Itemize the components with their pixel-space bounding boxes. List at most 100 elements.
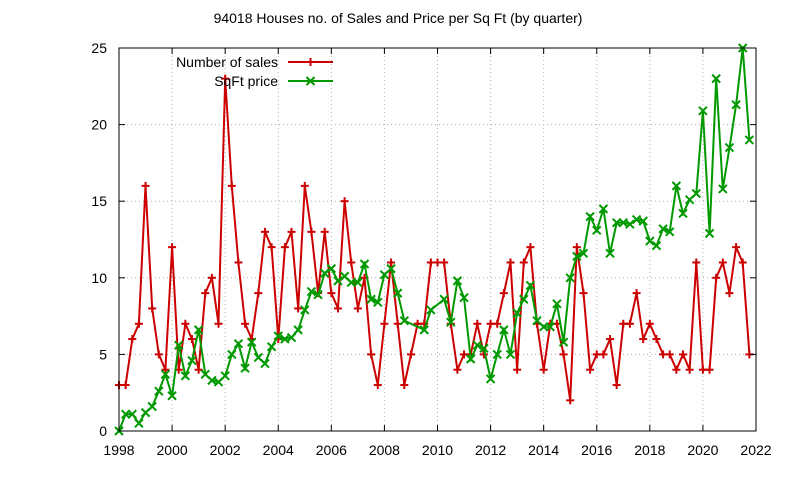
data-point	[559, 350, 568, 359]
data-point	[479, 343, 489, 353]
data-point	[732, 243, 741, 252]
data-point	[187, 335, 196, 344]
data-point	[247, 337, 257, 347]
data-point	[658, 224, 668, 234]
data-point	[300, 181, 309, 190]
plot-frame	[118, 47, 757, 432]
data-point	[373, 297, 383, 308]
data-point	[220, 371, 230, 381]
data-point	[525, 280, 536, 291]
data-point	[426, 305, 436, 315]
x-tick-label: 2016	[581, 442, 612, 458]
data-point	[128, 335, 137, 344]
data-point	[625, 319, 634, 328]
data-point	[181, 319, 190, 328]
data-point	[665, 350, 674, 359]
data-point	[586, 365, 595, 374]
y-tick-label: 10	[91, 270, 107, 286]
data-point	[631, 214, 642, 225]
data-point	[526, 243, 535, 252]
data-point	[227, 349, 237, 360]
data-point	[387, 258, 396, 267]
data-point	[180, 371, 191, 381]
data-point	[499, 289, 508, 298]
data-point	[260, 358, 270, 369]
data-point	[201, 289, 210, 298]
data-point	[672, 365, 681, 374]
data-point	[306, 286, 317, 297]
data-point	[134, 418, 144, 429]
data-point	[638, 216, 648, 226]
data-point	[671, 181, 682, 191]
data-point	[718, 258, 727, 267]
data-point	[300, 305, 310, 315]
data-point	[293, 325, 303, 335]
data-point	[386, 263, 396, 274]
data-point	[566, 396, 575, 405]
data-point	[731, 99, 741, 110]
data-point	[692, 258, 701, 267]
data-point	[147, 401, 157, 412]
data-point	[698, 106, 708, 116]
data-point	[552, 299, 562, 309]
series-line	[118, 47, 751, 432]
data-point	[167, 391, 177, 401]
data-point	[313, 289, 323, 300]
x-tick-label: 1998	[103, 442, 134, 458]
data-point	[678, 208, 688, 219]
data-point	[446, 317, 456, 327]
data-point	[399, 315, 410, 326]
x-tick-label: 2000	[157, 442, 188, 458]
data-point	[632, 289, 641, 298]
data-point	[598, 204, 609, 214]
data-point	[260, 227, 269, 236]
data-point	[254, 289, 263, 298]
y-tick-label: 0	[99, 423, 107, 439]
data-point	[287, 227, 296, 236]
data-point	[359, 259, 370, 269]
data-point	[618, 217, 628, 228]
data-point	[214, 319, 223, 328]
data-point	[711, 73, 721, 84]
series-line	[119, 78, 751, 401]
data-point	[174, 340, 184, 350]
data-point	[459, 293, 469, 303]
data-point	[193, 325, 204, 335]
data-point	[744, 135, 755, 145]
data-point	[307, 227, 316, 236]
series-layer	[114, 43, 755, 436]
data-point	[718, 184, 728, 194]
data-point	[419, 325, 429, 335]
data-point	[127, 409, 137, 419]
data-point	[485, 374, 496, 384]
data-point	[327, 289, 336, 298]
data-point	[592, 225, 602, 236]
x-tick-label: 2018	[634, 442, 665, 458]
data-point	[319, 268, 330, 278]
data-point	[578, 248, 589, 258]
data-point	[505, 349, 516, 360]
data-point	[333, 276, 343, 286]
x-tick-label: 2002	[210, 442, 241, 458]
x-tick-label: 2004	[263, 442, 294, 458]
x-tick-label: 2014	[528, 442, 559, 458]
data-point	[473, 319, 482, 328]
data-point	[645, 319, 654, 328]
data-point	[353, 304, 362, 313]
data-point	[305, 76, 316, 86]
legend-label: Number of sales	[176, 54, 278, 70]
grid	[119, 48, 756, 431]
data-point	[273, 331, 283, 341]
data-point	[599, 350, 608, 359]
x-tick-label: 2006	[316, 442, 347, 458]
y-tick-label: 20	[91, 117, 107, 133]
data-point	[606, 335, 615, 344]
data-point	[400, 381, 409, 390]
data-point	[565, 273, 575, 283]
data-point	[367, 350, 376, 359]
chart-title: 94018 Houses no. of Sales and Price per …	[214, 10, 583, 26]
series-sqft-price	[114, 43, 755, 436]
data-point	[168, 243, 177, 252]
data-point	[160, 369, 171, 380]
x-tick-label: 2012	[475, 442, 506, 458]
